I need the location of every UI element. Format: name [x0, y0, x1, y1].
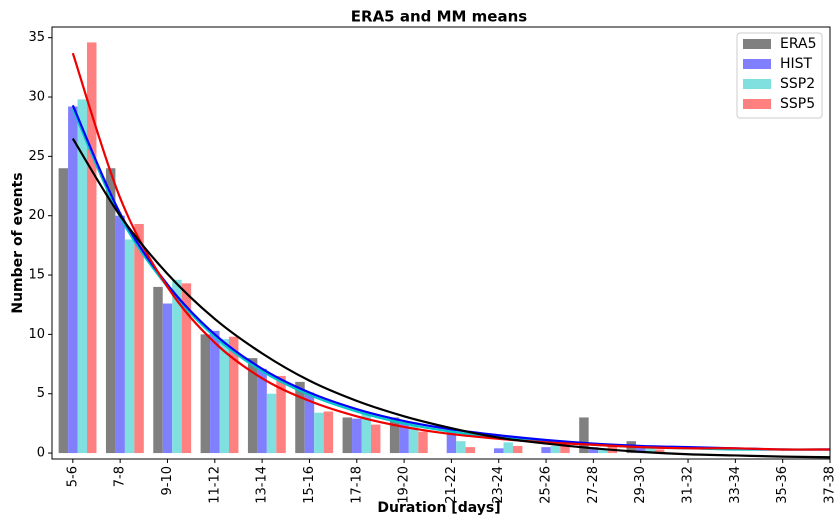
bar — [456, 441, 466, 454]
bar — [494, 448, 504, 454]
bar — [162, 303, 173, 454]
bar — [635, 445, 646, 454]
y-tick-label: 0 — [37, 446, 45, 461]
bar — [408, 422, 419, 454]
chart-title: ERA5 and MM means — [351, 8, 528, 26]
x-axis-label: Duration [days] — [377, 500, 500, 515]
bar — [247, 358, 258, 454]
bar — [370, 424, 381, 454]
y-tick-label: 5 — [37, 386, 45, 401]
y-tick-label: 30 — [28, 90, 45, 105]
bar — [210, 330, 220, 454]
x-tick-label: 5-6 — [65, 466, 80, 487]
bar — [181, 283, 192, 454]
x-tick-label: 29-30 — [633, 466, 648, 504]
bar — [503, 442, 513, 454]
x-tick-label: 9-10 — [160, 466, 175, 496]
bar — [105, 168, 116, 454]
legend-swatch — [743, 39, 771, 49]
x-tick-label: 27-28 — [586, 466, 601, 504]
y-tick-label: 35 — [28, 30, 45, 45]
bar — [418, 431, 428, 454]
bar — [77, 99, 88, 454]
bar — [200, 334, 211, 454]
bar — [304, 392, 315, 454]
bar — [645, 445, 655, 454]
bar — [134, 224, 144, 454]
x-tick-label: 19-20 — [397, 466, 412, 504]
x-tick-label: 13-14 — [255, 466, 270, 504]
fit-curve — [71, 137, 831, 459]
legend-swatch — [743, 99, 771, 109]
bar — [560, 441, 570, 454]
bar — [598, 449, 608, 454]
bar — [219, 339, 229, 454]
x-tick-label: 11-12 — [207, 466, 222, 504]
bar — [115, 215, 125, 454]
y-tick-label: 15 — [28, 268, 45, 283]
bar — [541, 447, 551, 454]
x-tick-label: 15-16 — [302, 466, 317, 504]
bar — [399, 422, 409, 454]
bar — [68, 106, 78, 454]
y-axis-label: Number of events — [10, 172, 26, 313]
y-tick-label: 10 — [28, 327, 45, 342]
legend-label: ERA5 — [780, 36, 817, 52]
legend-label: HIST — [780, 56, 813, 72]
bar — [276, 375, 286, 454]
legend-box — [736, 32, 823, 119]
bar — [124, 239, 135, 454]
x-tick-label: 17-18 — [349, 466, 364, 504]
bar — [266, 393, 277, 454]
x-tick-label: 31-32 — [681, 466, 696, 504]
legend-swatch — [743, 79, 771, 89]
x-tick-label: 25-26 — [539, 466, 554, 504]
bar — [342, 417, 353, 454]
legend: ERA5 HIST SSP2 SSP5 — [736, 32, 823, 119]
bar — [228, 336, 239, 454]
bar — [323, 411, 334, 454]
plot-frame — [51, 26, 831, 460]
bar — [588, 447, 599, 454]
bar — [465, 447, 476, 454]
x-tick-label: 7-8 — [113, 466, 128, 487]
bar — [172, 279, 182, 454]
x-tick-label: 21-22 — [444, 466, 459, 504]
x-tick-label: 33-34 — [728, 466, 743, 504]
x-tick-label: 37-38 — [823, 466, 834, 504]
bar — [446, 428, 457, 454]
x-tick-label: 35-36 — [775, 466, 790, 504]
bar — [550, 445, 561, 454]
bar — [257, 368, 267, 454]
bar — [87, 42, 97, 454]
y-tick-label: 25 — [28, 149, 45, 164]
legend-swatch — [743, 59, 771, 69]
bar — [295, 381, 305, 454]
bar — [352, 418, 362, 454]
fit-curve — [71, 52, 831, 451]
bar — [512, 445, 523, 454]
bar — [361, 412, 371, 454]
y-tick-label: 20 — [28, 208, 45, 223]
bar — [58, 168, 69, 454]
legend-label: SSP2 — [780, 76, 815, 92]
bar — [654, 449, 665, 454]
legend-label: SSP5 — [780, 96, 815, 112]
bar — [389, 417, 400, 454]
bar — [153, 286, 163, 454]
bar — [314, 412, 324, 454]
x-tick-label: 23-24 — [491, 466, 506, 504]
bar — [579, 417, 589, 454]
